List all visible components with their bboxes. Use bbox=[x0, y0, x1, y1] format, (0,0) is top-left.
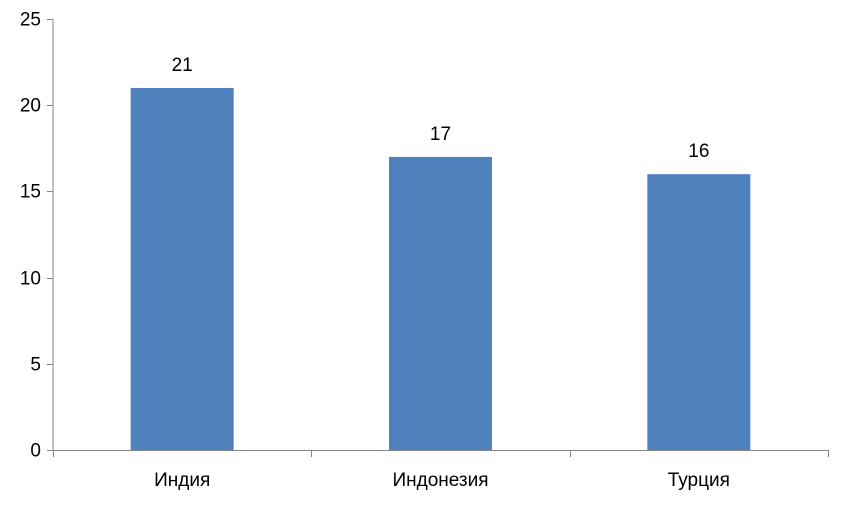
bar-3 bbox=[647, 174, 751, 450]
bar-1 bbox=[130, 87, 234, 451]
bars bbox=[130, 87, 751, 451]
x-category-label: Турция bbox=[668, 470, 730, 491]
bar-2 bbox=[389, 156, 492, 451]
y-tick-label: 0 bbox=[30, 441, 41, 462]
x-category-label: Индия bbox=[154, 470, 210, 491]
y-tick-label: 5 bbox=[30, 355, 41, 376]
y-tick-label: 25 bbox=[20, 10, 41, 31]
y-axis: 0 5 10 15 20 25 bbox=[20, 10, 54, 462]
data-label: 17 bbox=[430, 124, 451, 145]
data-label: 21 bbox=[172, 55, 193, 76]
data-labels: 21 17 16 bbox=[172, 55, 710, 162]
x-axis: Индия Индонезия Турция bbox=[53, 450, 829, 491]
y-tick-label: 10 bbox=[20, 269, 41, 290]
y-tick-label: 15 bbox=[20, 182, 41, 203]
x-category-label: Индонезия bbox=[392, 470, 488, 491]
y-tick-label: 20 bbox=[20, 96, 41, 117]
data-label: 16 bbox=[688, 141, 709, 162]
